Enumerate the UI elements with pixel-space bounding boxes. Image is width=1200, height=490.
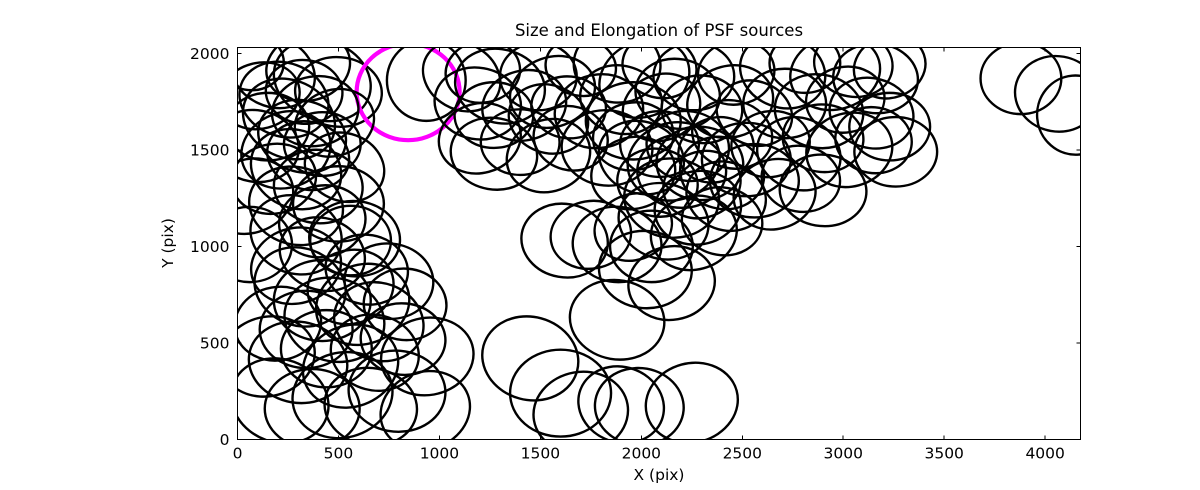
psf-source-ellipse (263, 367, 361, 440)
psf-source-ellipse (778, 153, 868, 228)
psf-source-ellipse (314, 262, 411, 347)
psf-source-ellipse (812, 47, 894, 99)
psf-source-ellipse (686, 64, 775, 140)
x-tick-label: 500 (324, 445, 354, 463)
x-tick-label: 1500 (521, 445, 560, 463)
psf-source-ellipse (685, 160, 768, 233)
axis-titles: X (pix) Y (pix) (159, 218, 684, 484)
psf-source-ellipse (323, 366, 419, 440)
psf-source-ellipse (572, 47, 662, 104)
psf-source-ellipse (608, 209, 695, 284)
psf-source-ellipse (738, 47, 827, 110)
x-tick-label: 3500 (924, 445, 963, 463)
psf-source-ellipse (433, 66, 523, 141)
psf-source-ellipse (265, 47, 352, 103)
psf-source-ellipse (508, 348, 613, 438)
psf-source-ellipse (247, 320, 349, 405)
psf-source-ellipse (708, 142, 801, 219)
title-group: Size and Elongation of PSF sources (515, 21, 803, 40)
psf-source-ellipse (385, 47, 467, 123)
psf-source-ellipse (593, 366, 685, 440)
psf-source-ellipse (421, 47, 502, 113)
psf-source-ellipse (520, 202, 610, 279)
x-tick-label: 4000 (1025, 445, 1064, 463)
x-tick-label: 0 (233, 445, 243, 463)
x-tick-label: 2000 (622, 445, 661, 463)
plot-title: Size and Elongation of PSF sources (515, 21, 803, 40)
psf-source-ellipse (1013, 54, 1081, 133)
plot-frame (237, 47, 1081, 440)
y-axis-label: Y (pix) (159, 218, 177, 269)
psf-source-ellipse (597, 229, 693, 310)
psf-source-ellipse (1035, 74, 1081, 156)
y-axis-ticks: 0 500 1000 1500 2000 (190, 45, 1081, 449)
psf-source-ellipse (627, 244, 717, 322)
psf-source-ellipse (789, 47, 882, 112)
psf-source-ellipse (237, 61, 301, 131)
psf-source-ellipse (532, 370, 630, 440)
psf-source-ellipse (347, 349, 447, 434)
psf-source-ellipse (264, 58, 344, 126)
psf-source-ellipse (238, 60, 330, 139)
psf-source-ellipse (979, 47, 1063, 116)
y-tick-label: 500 (200, 334, 230, 352)
psf-source-ellipse (680, 186, 764, 257)
y-tick-label: 2000 (190, 45, 229, 63)
psf-source-ellipse (257, 98, 348, 174)
psf-source-ellipse (768, 47, 842, 95)
psf-source-ellipse (379, 369, 472, 440)
psf-source-ellipse (549, 199, 633, 271)
psf-source-ellipse (644, 361, 740, 440)
psf-source-ellipse (291, 350, 394, 440)
psf-source-ellipse (279, 308, 373, 389)
x-axis-label: X (pix) (634, 466, 685, 484)
psf-source-ellipse (329, 313, 420, 392)
psf-source-ellipse (479, 108, 561, 177)
psf-source-ellipse (781, 103, 865, 174)
psf-source-ellipse (343, 242, 435, 321)
psf-source-ellipse (691, 98, 774, 170)
psf-source-ellipse (253, 246, 347, 328)
psf-source-ellipses (237, 47, 1081, 440)
psf-source-ellipse (584, 81, 682, 161)
psf-source-ellipse (508, 54, 597, 129)
psf-source-ellipse (755, 115, 842, 192)
psf-source-ellipse (270, 74, 360, 148)
psf-source-ellipse (237, 47, 317, 110)
x-tick-label: 1000 (420, 445, 459, 463)
y-tick-label: 0 (220, 431, 230, 449)
psf-source-ellipse (359, 302, 447, 377)
psf-source-ellipse (590, 135, 677, 211)
psf-source-ellipse (277, 184, 367, 259)
psf-source-ellipse (568, 278, 666, 361)
psf-source-ellipse (760, 144, 842, 214)
psf-source-ellipse (616, 147, 699, 218)
psf-source-ellipse (303, 131, 386, 204)
psf-source-ellipse (449, 116, 539, 191)
y-tick-label: 1500 (190, 141, 229, 159)
psf-source-ellipse (617, 181, 710, 261)
psf-source-ellipse (577, 365, 666, 440)
psf-source-ellipse (362, 267, 448, 342)
x-tick-label: 3000 (824, 445, 863, 463)
y-tick-label: 1000 (190, 238, 229, 256)
psf-source-ellipse (805, 111, 894, 189)
x-tick-label: 2500 (723, 445, 762, 463)
psf-source-ellipse (653, 169, 743, 246)
psf-source-ellipse (237, 205, 294, 284)
psf-source-ellipse (324, 233, 410, 306)
psf-source-ellipse (278, 216, 367, 293)
psf-source-ellipse (649, 194, 739, 272)
psf-source-ellipse (834, 105, 913, 175)
psf-source-ellipse (308, 204, 393, 277)
psf-source-ellipse (662, 149, 742, 220)
axes-frame (237, 47, 1081, 440)
x-axis-ticks: 0 500 1000 1500 2000 2500 3000 3500 4000 (233, 47, 1065, 463)
psf-source-ellipse (853, 115, 939, 188)
